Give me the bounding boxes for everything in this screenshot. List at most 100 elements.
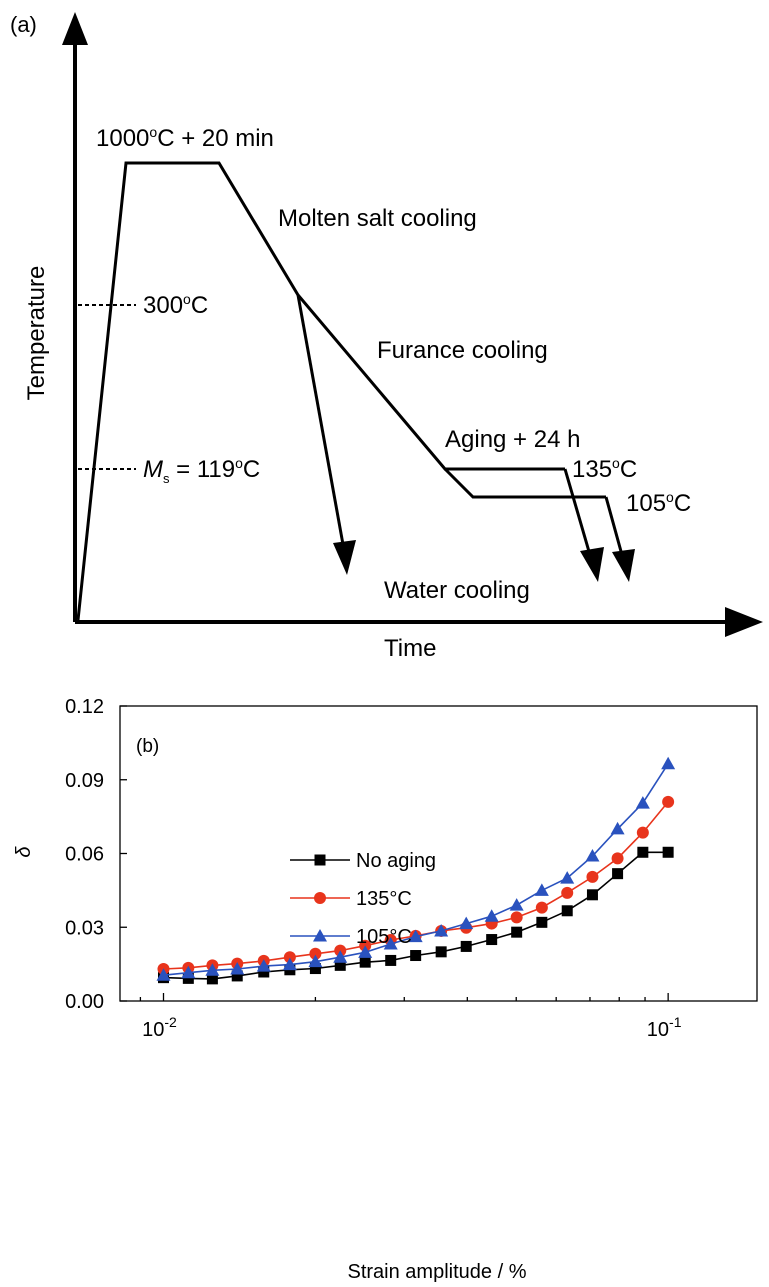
- data-point-series-2: [408, 929, 423, 943]
- data-point-series-0: [460, 940, 472, 952]
- austenitize-label: 1000oC + 20 min: [96, 124, 274, 152]
- legend-marker-1: [314, 892, 326, 904]
- data-point-series-2: [308, 954, 323, 968]
- furnace-cooling-label: Furance cooling: [377, 337, 548, 364]
- ms-label: Ms = 119oC: [143, 455, 260, 486]
- data-point-series-2: [434, 923, 449, 937]
- t105-label: 105oC: [626, 489, 691, 517]
- data-point-series-1: [231, 957, 244, 970]
- plot-frame: [119, 705, 758, 1002]
- aging-105-path: [443, 467, 606, 499]
- water-quench-arrow-135: [563, 468, 592, 556]
- data-point-series-2: [256, 959, 271, 972]
- data-point-series-1: [157, 963, 170, 976]
- data-point-series-0: [231, 970, 243, 982]
- data-point-series-2: [282, 957, 297, 971]
- x-axis-label: Strain amplitude / %: [348, 1261, 527, 1283]
- data-point-series-2: [610, 821, 625, 835]
- data-point-series-1: [435, 924, 448, 937]
- t300-label: 300oC: [143, 291, 208, 319]
- data-point-series-1: [611, 852, 624, 865]
- data-point-series-2: [534, 883, 549, 896]
- panel-a-x-axis-arrow: [725, 607, 763, 637]
- data-point-series-0: [385, 954, 397, 966]
- data-point-series-0: [359, 956, 371, 968]
- data-point-series-2: [205, 963, 220, 976]
- series-line-1: [163, 801, 669, 970]
- y-tick-label: 0.12: [65, 696, 104, 718]
- panel-a-x-axis-label: Time: [384, 635, 436, 662]
- data-point-series-2: [181, 965, 196, 979]
- data-point-series-1: [334, 944, 347, 957]
- data-point-series-2: [459, 916, 474, 930]
- data-point-series-2: [484, 909, 499, 922]
- aging-label: Aging + 24 h: [445, 426, 580, 453]
- data-point-series-2: [661, 756, 676, 770]
- data-point-series-0: [157, 972, 169, 984]
- legend-label-0: No aging: [356, 850, 436, 872]
- data-point-series-1: [182, 961, 195, 974]
- y-tick-label: 0.09: [65, 770, 104, 792]
- data-point-series-2: [230, 962, 245, 975]
- data-point-series-0: [637, 846, 649, 858]
- data-point-series-1: [359, 939, 372, 952]
- panel-a-schematic: (a) Temperature Time 1000oC + 20 min Mol…: [10, 12, 763, 662]
- data-point-series-2: [333, 950, 348, 963]
- data-point-series-1: [485, 917, 498, 930]
- data-point-series-1: [206, 959, 219, 972]
- data-point-series-1: [283, 951, 296, 964]
- data-point-series-1: [257, 954, 270, 967]
- data-point-series-2: [635, 796, 650, 809]
- data-point-series-0: [486, 934, 498, 946]
- series-line-0: [163, 851, 669, 980]
- data-point-series-1: [460, 921, 473, 934]
- data-point-series-1: [535, 901, 548, 914]
- data-point-series-1: [561, 886, 574, 899]
- data-point-series-1: [409, 929, 422, 942]
- data-point-series-0: [586, 889, 598, 901]
- legend-marker-2: [313, 929, 327, 942]
- panel-a-y-axis-label: Temperature: [23, 266, 50, 401]
- data-point-series-1: [586, 870, 599, 883]
- x-tick-label: 10-1: [647, 1014, 682, 1041]
- data-point-series-0: [561, 905, 573, 917]
- series-line-2: [163, 763, 669, 976]
- y-tick-label: 0.06: [65, 844, 104, 866]
- data-point-series-2: [560, 871, 575, 884]
- data-point-series-0: [662, 846, 674, 858]
- data-point-series-2: [585, 848, 600, 862]
- data-point-series-2: [509, 898, 524, 911]
- legend-label-1: 135°C: [356, 888, 412, 910]
- data-point-series-1: [662, 795, 675, 808]
- panel-a-y-axis-arrow: [62, 12, 88, 45]
- data-point-series-0: [258, 966, 270, 978]
- t135-label: 135oC: [572, 455, 637, 483]
- heating-hold-cooling-path: [76, 161, 565, 621]
- legend-label-2: 105°C: [356, 926, 412, 948]
- data-point-series-0: [410, 950, 422, 962]
- water-cooling-label: Water cooling: [384, 577, 530, 604]
- water-quench-arrowhead-135: [580, 547, 604, 582]
- data-point-series-0: [309, 963, 321, 975]
- data-point-series-2: [358, 945, 373, 958]
- data-point-series-0: [284, 964, 296, 976]
- water-quench-arrowhead-105: [612, 549, 635, 582]
- data-point-series-0: [334, 959, 346, 971]
- data-point-series-2: [383, 936, 398, 950]
- legend-marker-0: [314, 854, 326, 866]
- data-point-series-0: [435, 946, 447, 958]
- x-tick-label: 10-2: [142, 1014, 177, 1041]
- data-point-series-1: [309, 947, 322, 960]
- y-axis-label: δ: [13, 846, 35, 858]
- y-tick-label: 0.00: [65, 991, 104, 1013]
- data-point-series-0: [182, 972, 194, 984]
- data-point-series-1: [384, 934, 397, 947]
- data-point-series-0: [511, 926, 523, 938]
- water-quench-arrowhead-300: [333, 540, 356, 575]
- panel-b-label: (b): [136, 736, 159, 757]
- data-point-series-1: [636, 826, 649, 839]
- molten-salt-label: Molten salt cooling: [278, 205, 477, 232]
- data-point-series-0: [536, 916, 548, 928]
- data-point-series-1: [510, 911, 523, 924]
- water-quench-arrow-105: [604, 496, 624, 556]
